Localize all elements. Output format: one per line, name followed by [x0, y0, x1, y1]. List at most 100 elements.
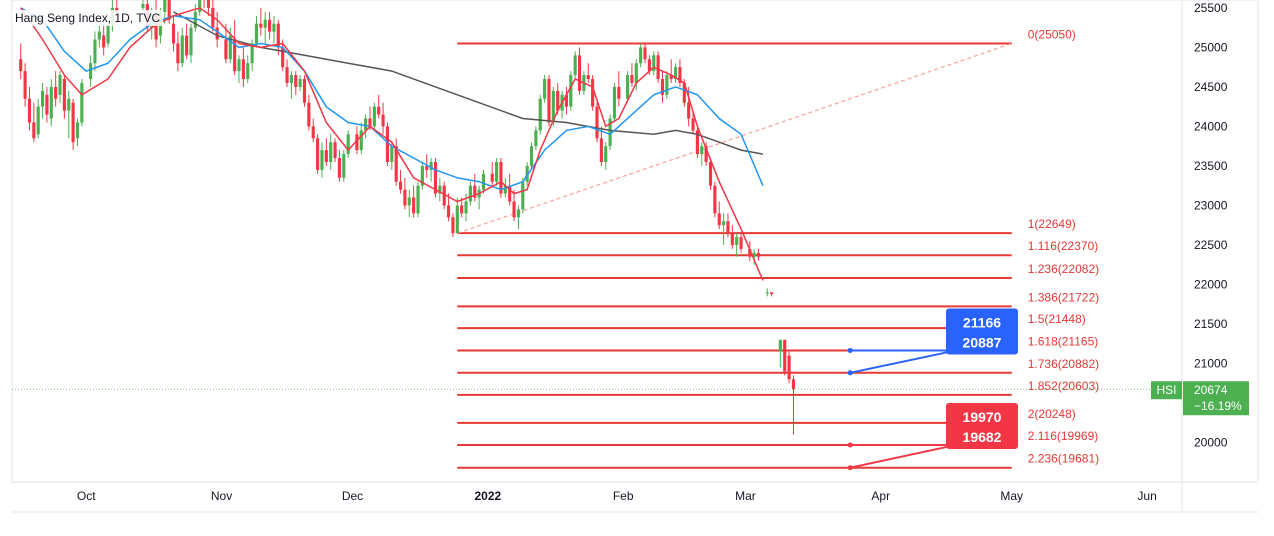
candle-body: [115, 7, 119, 12]
fib-level-label: 1.618(21165): [1028, 334, 1099, 348]
candle-body: [355, 134, 359, 151]
candle-body: [307, 102, 311, 127]
fib-level-label: 1.236(22082): [1028, 262, 1099, 276]
candle-body: [228, 35, 232, 60]
y-tick-label: 21500: [1194, 317, 1228, 331]
candle-body: [678, 67, 682, 83]
candle-body: [573, 55, 577, 76]
candle-body: [660, 79, 665, 95]
candle-body: [185, 35, 189, 56]
candle-body: [770, 292, 774, 294]
pane-border: [11, 0, 1259, 483]
candle-body: [268, 19, 272, 32]
candle-body: [75, 122, 80, 139]
fib-level-label: 1.116(22370): [1028, 239, 1099, 253]
candle-body: [141, 3, 145, 8]
x-tick-label: Oct: [77, 489, 96, 503]
candle-body: [765, 292, 769, 294]
candle-body: [23, 71, 27, 99]
candle-body: [254, 23, 259, 44]
candle-body: [337, 158, 341, 178]
candle-body: [595, 106, 599, 139]
candle-body: [298, 79, 302, 87]
candle-body: [346, 134, 350, 155]
callout-pointer: [849, 443, 957, 469]
candle-body: [237, 59, 241, 72]
candle-body: [752, 252, 756, 257]
candle-body: [577, 55, 582, 91]
x-tick-label: Mar: [735, 489, 756, 503]
candle-body: [682, 82, 686, 103]
candle-body: [455, 205, 459, 234]
callouts: 21166 20887 19970 19682: [847, 308, 1018, 471]
candle-body: [420, 165, 424, 186]
symbol-badge: [1151, 381, 1182, 400]
candle-body: [490, 173, 494, 182]
callout-box: [946, 308, 1018, 355]
candle-body: [503, 185, 507, 194]
y-tick-label: 25500: [1194, 1, 1228, 15]
candle-body: [722, 221, 726, 226]
x-tick-label: Jun: [1137, 489, 1156, 503]
candle-body: [80, 82, 84, 123]
candle-body: [674, 67, 678, 80]
y-tick-label: 21000: [1194, 356, 1228, 370]
fib-level-label: 1.386(21722): [1028, 290, 1099, 304]
y-tick-label: 23000: [1194, 198, 1228, 212]
candle-body: [564, 94, 569, 107]
candle-body: [198, 0, 202, 12]
candles: [19, 0, 796, 435]
fib-level-label: 1(22649): [1028, 217, 1076, 231]
candle-body: [215, 27, 219, 40]
candle-body: [407, 197, 411, 206]
candle-body: [167, 0, 171, 20]
candle-body: [529, 146, 534, 166]
candle-body: [639, 47, 643, 64]
ma-slow-line: [173, 11, 764, 155]
candle-body: [473, 185, 477, 198]
candle-body: [272, 23, 276, 32]
candle-body: [403, 189, 407, 206]
candle-body: [259, 23, 263, 28]
callout-value: 20887: [963, 334, 1002, 350]
candle-body: [446, 205, 451, 218]
candle-body: [425, 165, 429, 170]
candle-body: [591, 79, 595, 107]
axes: 2000020500210002150022000225002300023500…: [12, 1, 1249, 503]
fib-level-label: 1.5(21448): [1028, 312, 1086, 326]
last-price-change: −16.19%: [1194, 399, 1242, 413]
candle-body: [468, 185, 472, 202]
candle-body: [281, 47, 285, 68]
x-tick-label: Dec: [342, 489, 363, 503]
candle-body: [294, 75, 298, 87]
candle-body: [171, 23, 176, 44]
candle-body: [36, 106, 40, 135]
dashed-trendline: [457, 42, 1012, 234]
candle-body: [783, 339, 787, 372]
callout-value: 19682: [963, 429, 1002, 445]
candle-body: [276, 23, 280, 48]
candle-body: [604, 146, 608, 162]
candle-body: [206, 0, 211, 8]
symbol-label: HSI: [1156, 383, 1176, 397]
candle-body: [320, 150, 324, 170]
candle-body: [19, 59, 23, 72]
x-tick-label: Apr: [871, 489, 890, 503]
candle-body: [54, 86, 58, 99]
candle-body: [630, 75, 634, 83]
callout-anchor: [847, 465, 853, 471]
candle-body: [241, 59, 245, 80]
callout-anchor: [847, 370, 853, 376]
y-tick-label: 24500: [1194, 80, 1228, 94]
candle-body: [45, 94, 49, 115]
candle-body: [302, 79, 307, 103]
candle-body: [342, 154, 346, 178]
callout-anchor: [847, 347, 853, 353]
fib-level-label: 0(25050): [1028, 27, 1076, 41]
candle-body: [71, 102, 75, 143]
candle-body: [176, 43, 180, 64]
candle-body: [246, 63, 250, 80]
fib-level-label: 2.116(19969): [1028, 429, 1099, 443]
